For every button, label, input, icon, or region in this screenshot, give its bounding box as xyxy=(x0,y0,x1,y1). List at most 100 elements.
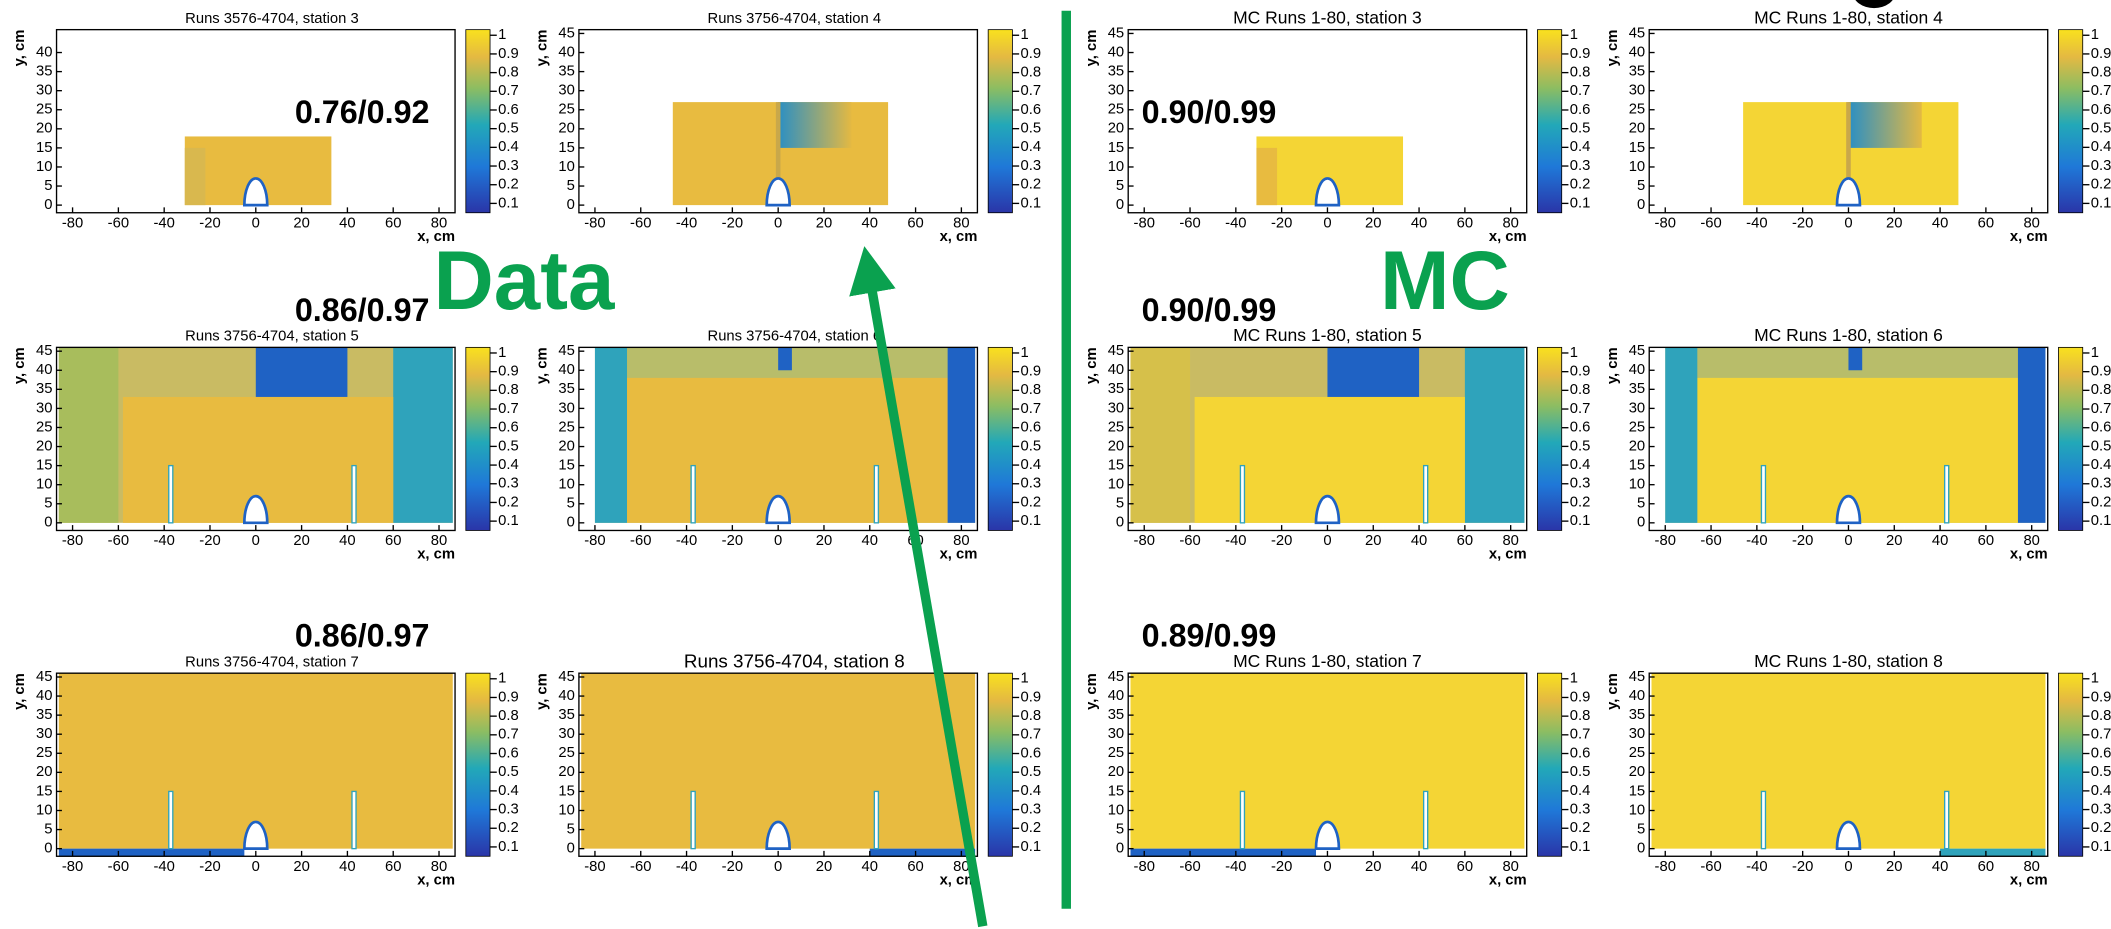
x-tick-label: 60 xyxy=(385,533,401,549)
z-tick-label: 0.3 xyxy=(1570,476,1591,492)
z-tick-label: 0.1 xyxy=(2091,839,2111,855)
heat-region xyxy=(1651,673,2046,849)
x-tick-label: -80 xyxy=(584,859,605,875)
heat-region xyxy=(1130,848,1317,857)
x-tick-label: 40 xyxy=(1932,215,1948,231)
z-tick-label: 1 xyxy=(2091,345,2099,361)
arrow xyxy=(849,246,988,928)
y-tick-label: 10 xyxy=(1629,159,1645,175)
y-tick-label: 15 xyxy=(1629,458,1645,474)
z-tick-label: 0.4 xyxy=(1570,457,1591,473)
y-tick-label: 20 xyxy=(558,764,574,780)
z-tick-label: 0.3 xyxy=(2091,158,2111,174)
y-tick-label: 40 xyxy=(1629,688,1645,704)
blob xyxy=(1855,0,1893,9)
heatmap xyxy=(1651,673,2046,857)
y-tick-label: 45 xyxy=(558,25,574,41)
x-tick-label: 60 xyxy=(385,215,401,231)
z-tick-label: 0.2 xyxy=(498,494,519,510)
z-tick-label: 0.5 xyxy=(2091,764,2111,780)
x-axis-label: x, cm xyxy=(940,872,978,888)
x-tick-label: -20 xyxy=(722,533,743,549)
beam-hole xyxy=(242,177,269,207)
z-tick-label: 0.7 xyxy=(1020,83,1041,99)
x-axis-label: x, cm xyxy=(417,229,455,245)
heat-region xyxy=(778,347,792,371)
x-tick-label: 80 xyxy=(953,215,969,231)
colorbar xyxy=(465,29,491,214)
panel-title: Runs 3756-4704, station 7 xyxy=(185,654,359,670)
heat-region xyxy=(947,347,976,523)
beam-hole xyxy=(1835,820,1862,850)
x-axis-label: x, cm xyxy=(417,547,455,563)
beam-hole xyxy=(1314,494,1341,525)
z-tick-label: 0.9 xyxy=(1570,364,1591,380)
z-tick-label: 0.8 xyxy=(1570,65,1591,81)
y-tick-label: 20 xyxy=(558,121,574,137)
beam-hole xyxy=(1314,820,1341,850)
efficiency: 0.89/0.99 xyxy=(1142,618,1277,654)
x-tick-label: 80 xyxy=(431,533,447,549)
beam-hole xyxy=(765,820,791,850)
x-tick-label: 20 xyxy=(1886,215,1902,231)
x-tick-label: -60 xyxy=(630,215,651,231)
y-tick-label: 10 xyxy=(36,477,52,493)
z-tick-label: 0.4 xyxy=(498,139,519,155)
y-tick-label: 10 xyxy=(558,159,574,175)
x-tick-label: 0 xyxy=(774,859,782,875)
x-tick-label: 80 xyxy=(431,859,447,875)
y-tick-label: 30 xyxy=(1629,726,1645,742)
x-tick-label: 20 xyxy=(1365,215,1381,231)
x-tick-label: -80 xyxy=(1655,215,1676,231)
panel: -80 -60 -40 -20 0 20 40 60 80 0 5 10 15 20 25 30 35 40 x, … xyxy=(12,11,519,245)
x-axis-label: x, cm xyxy=(2010,872,2048,888)
x-tick-label: 0 xyxy=(1844,215,1852,231)
heat-region xyxy=(1327,347,1420,397)
colorbar xyxy=(2058,672,2084,857)
x-axis-label: x, cm xyxy=(1489,872,1527,888)
efficiency: 0.76/0.92 xyxy=(295,94,430,130)
z-tick-label: 0.5 xyxy=(1020,764,1041,780)
y-tick-label: 25 xyxy=(1108,745,1124,761)
y-tick-label: 25 xyxy=(1629,419,1645,435)
z-tick-label: 0.2 xyxy=(1020,820,1041,836)
notch xyxy=(1760,464,1767,524)
panel: -80 -60 -40 -20 0 20 40 60 80 0 5 10 15 20 25 30 35 40 45 x… xyxy=(1605,325,2111,562)
z-tick-label: 0.3 xyxy=(498,476,519,492)
z-tick-label: 0.7 xyxy=(498,83,519,99)
y-tick-label: 40 xyxy=(1629,362,1645,378)
panel-title: Runs 3756-4704, station 8 xyxy=(684,650,905,671)
y-tick-label: 10 xyxy=(1108,477,1124,493)
y-tick-label: 0 xyxy=(567,515,575,531)
x-tick-label: 0 xyxy=(1844,533,1852,549)
y-tick-label: 40 xyxy=(558,688,574,704)
x-tick-label: 60 xyxy=(1978,533,1994,549)
notch xyxy=(873,790,880,850)
x-tick-label: 40 xyxy=(1411,533,1427,549)
z-tick-label: 0.2 xyxy=(1570,177,1591,193)
z-tick-label: 0.3 xyxy=(2091,476,2111,492)
y-tick-label: 35 xyxy=(36,381,52,397)
z-tick-label: 0.2 xyxy=(2091,494,2111,510)
x-tick-label: 80 xyxy=(953,859,969,875)
y-tick-label: 5 xyxy=(1637,821,1645,837)
y-tick-label: 35 xyxy=(1108,64,1124,80)
y-tick-label: 25 xyxy=(558,102,574,118)
panel: -80 -60 -40 -20 0 20 40 60 80 0 5 10 15 20 25 30 35 40 45 x… xyxy=(1605,7,2111,244)
y-tick-label: 45 xyxy=(1108,343,1124,359)
y-tick-label: 35 xyxy=(558,64,574,80)
z-tick-label: 0.7 xyxy=(498,401,519,417)
heat-region xyxy=(869,848,976,857)
x-tick-label: 60 xyxy=(1457,859,1473,875)
x-tick-label: -40 xyxy=(153,215,174,231)
x-tick-label: 40 xyxy=(862,215,878,231)
notch xyxy=(690,790,696,850)
x-axis-label: x, cm xyxy=(940,229,978,245)
z-tick-label: 0.8 xyxy=(2091,382,2111,398)
panel: -80 -60 -40 -20 0 20 40 60 80 0 5 10 15 20 25 30 35 40 45 x… xyxy=(1084,618,1591,889)
z-tick-label: 0.8 xyxy=(498,65,519,81)
y-tick-label: 30 xyxy=(558,83,574,99)
notch xyxy=(1239,464,1246,524)
z-tick-label: 0.6 xyxy=(498,420,519,436)
